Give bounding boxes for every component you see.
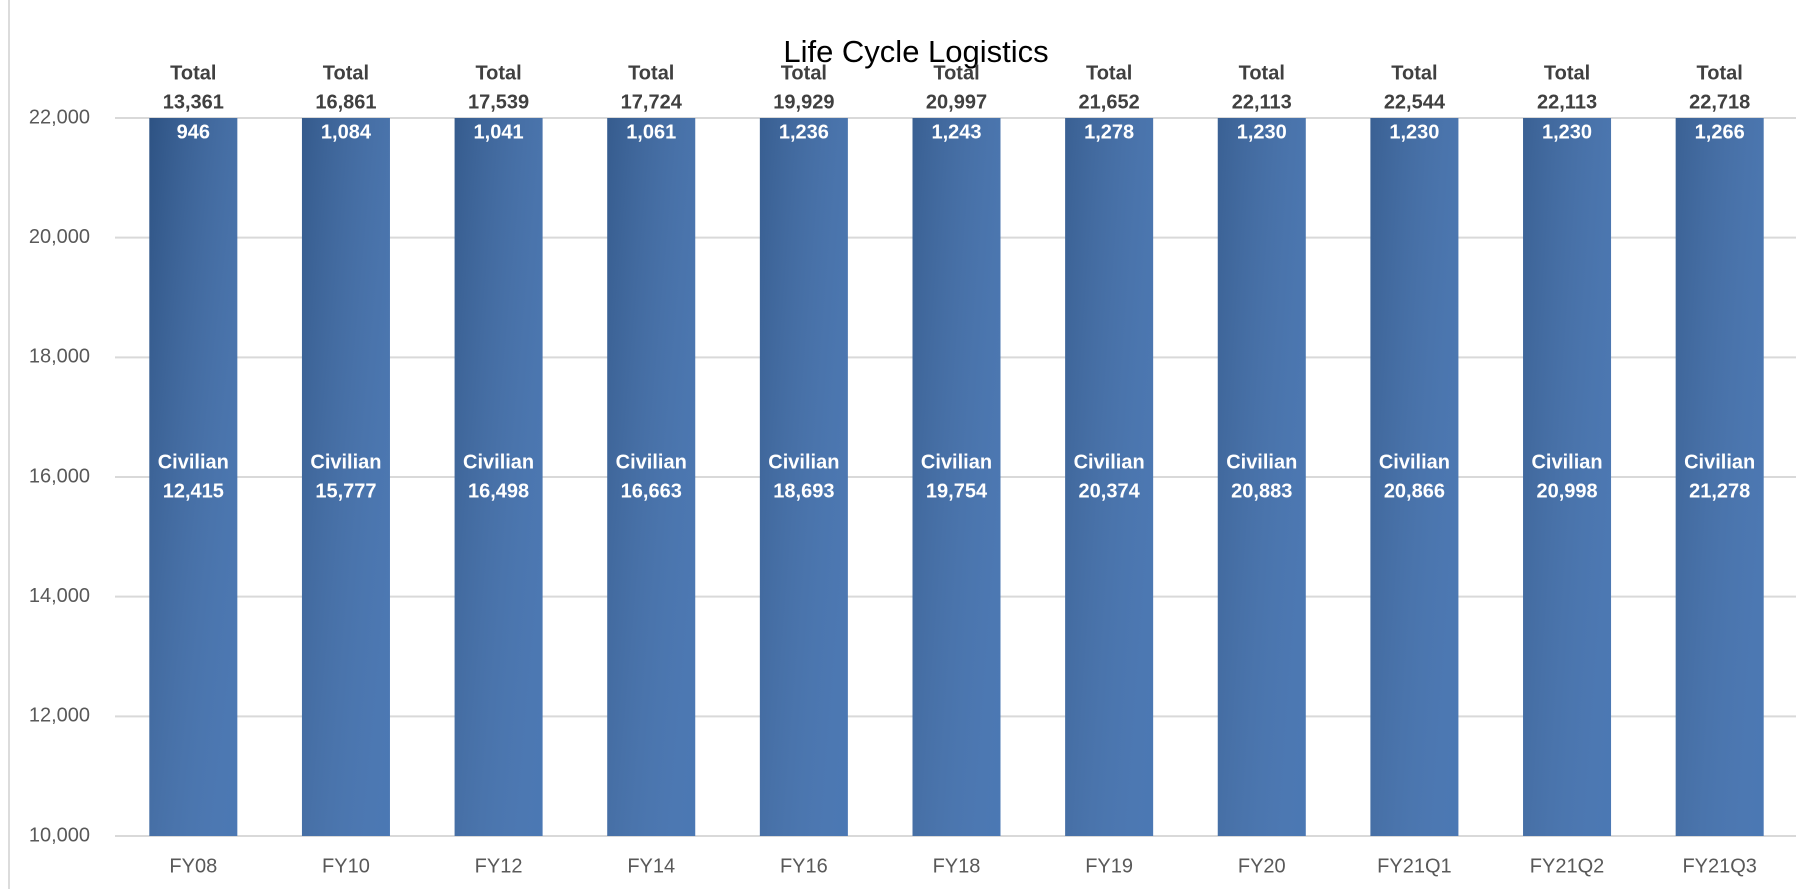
total-label-name: Total (475, 62, 521, 84)
total-label-name: Total (628, 62, 674, 84)
total-label-name: Total (1544, 62, 1590, 84)
total-label-name: Total (1086, 62, 1132, 84)
bar-shade (1675, 118, 1764, 836)
x-tick-label: FY20 (1238, 855, 1286, 877)
total-label-name: Total (170, 62, 216, 84)
bar-shade (607, 118, 696, 836)
bar-shade (1370, 118, 1459, 836)
segment-label-value: 21,278 (1689, 480, 1750, 502)
segment-label-value: 16,498 (468, 480, 529, 502)
segment-label-name: Civilian (768, 451, 839, 473)
segment-label-name: Military (1685, 92, 1756, 114)
segment-label-name: Civilian (1684, 451, 1755, 473)
segment-label-name: Civilian (616, 451, 687, 473)
bar-shade (1217, 118, 1306, 836)
total-label-name: Total (1391, 62, 1437, 84)
total-label-value: 16,861 (315, 91, 376, 113)
total-label-value: 17,724 (621, 91, 683, 113)
y-tick-label: 20,000 (29, 226, 90, 248)
total-label-value: 22,544 (1384, 91, 1446, 113)
segment-label-name: Civilian (463, 451, 534, 473)
x-tick-label: FY12 (475, 855, 523, 877)
total-label-value: 22,718 (1689, 91, 1750, 113)
x-tick-label: FY21Q1 (1377, 855, 1451, 877)
segment-label-name: Military (769, 92, 840, 114)
segment-label-name: Military (1532, 92, 1603, 114)
y-tick-label: 12,000 (29, 705, 90, 727)
x-tick-label: FY10 (322, 855, 370, 877)
total-label-name: Total (323, 62, 369, 84)
segment-label-value: 1,236 (779, 121, 829, 143)
bar-shade (759, 118, 848, 836)
segment-label-value: 1,266 (1695, 121, 1745, 143)
bar-shade (149, 118, 238, 836)
bar-shade (1065, 118, 1154, 836)
segment-label-name: Civilian (1074, 451, 1145, 473)
segment-label-name: Military (921, 92, 992, 114)
y-tick-label: 18,000 (29, 346, 90, 368)
segment-label-value: 1,041 (474, 121, 524, 143)
segment-label-name: Civilian (1226, 451, 1297, 473)
x-tick-label: FY14 (627, 855, 675, 877)
segment-label-name: Military (464, 92, 535, 114)
bar-shade (912, 118, 1001, 836)
segment-label-value: 20,374 (1079, 480, 1141, 502)
segment-label-name: Military (616, 92, 687, 114)
segment-label-name: Civilian (1531, 451, 1602, 473)
total-label-value: 20,997 (926, 91, 987, 113)
segment-label-value: 946 (177, 121, 210, 143)
segment-label-name: Civilian (158, 451, 229, 473)
x-tick-label: FY21Q3 (1682, 855, 1756, 877)
segment-label-name: Civilian (310, 451, 381, 473)
segment-label-value: 1,243 (931, 121, 981, 143)
segment-label-value: 1,278 (1084, 121, 1134, 143)
segment-label-value: 20,866 (1384, 480, 1445, 502)
segment-label-value: 12,415 (163, 480, 224, 502)
segment-label-name: Military (158, 92, 229, 114)
total-label-value: 19,929 (773, 91, 834, 113)
y-tick-label: 10,000 (29, 824, 90, 846)
segment-label-value: 20,883 (1231, 480, 1292, 502)
segment-label-name: Military (311, 92, 382, 114)
x-tick-label: FY21Q2 (1530, 855, 1604, 877)
total-label-value: 22,113 (1537, 91, 1597, 113)
total-label-name: Total (933, 62, 979, 84)
bar-shade (454, 118, 543, 836)
segment-label-value: 1,230 (1389, 121, 1439, 143)
total-label-value: 21,652 (1079, 91, 1140, 113)
y-tick-label: 14,000 (29, 585, 90, 607)
total-label-name: Total (1239, 62, 1285, 84)
y-tick-label: 22,000 (29, 106, 90, 128)
segment-label-name: Military (1379, 92, 1450, 114)
segment-label-value: 18,693 (773, 480, 834, 502)
segment-label-value: 1,230 (1237, 121, 1287, 143)
segment-label-name: Military (1227, 92, 1298, 114)
x-tick-label: FY18 (933, 855, 981, 877)
segment-label-value: 16,663 (621, 480, 682, 502)
segment-label-value: 20,998 (1536, 480, 1597, 502)
bar-shade (301, 118, 390, 836)
total-label-value: 22,113 (1232, 91, 1292, 113)
x-tick-label: FY16 (780, 855, 828, 877)
total-label-value: 13,361 (163, 91, 224, 113)
x-tick-label: FY19 (1085, 855, 1133, 877)
segment-label-name: Military (1074, 92, 1145, 114)
segment-label-name: Civilian (921, 451, 992, 473)
segment-label-value: 1,061 (626, 121, 676, 143)
total-label-value: 17,539 (468, 91, 529, 113)
segment-label-value: 1,230 (1542, 121, 1592, 143)
x-tick-label: FY08 (169, 855, 217, 877)
total-label-name: Total (1697, 62, 1743, 84)
bar-shade (1523, 118, 1612, 836)
segment-label-value: 15,777 (315, 480, 376, 502)
segment-label-value: 19,754 (926, 480, 988, 502)
segment-label-value: 1,084 (321, 121, 372, 143)
total-label-name: Total (781, 62, 827, 84)
segment-label-name: Civilian (1379, 451, 1450, 473)
chart-title: Life Cycle Logistics (783, 34, 1048, 69)
y-tick-label: 16,000 (29, 465, 90, 487)
